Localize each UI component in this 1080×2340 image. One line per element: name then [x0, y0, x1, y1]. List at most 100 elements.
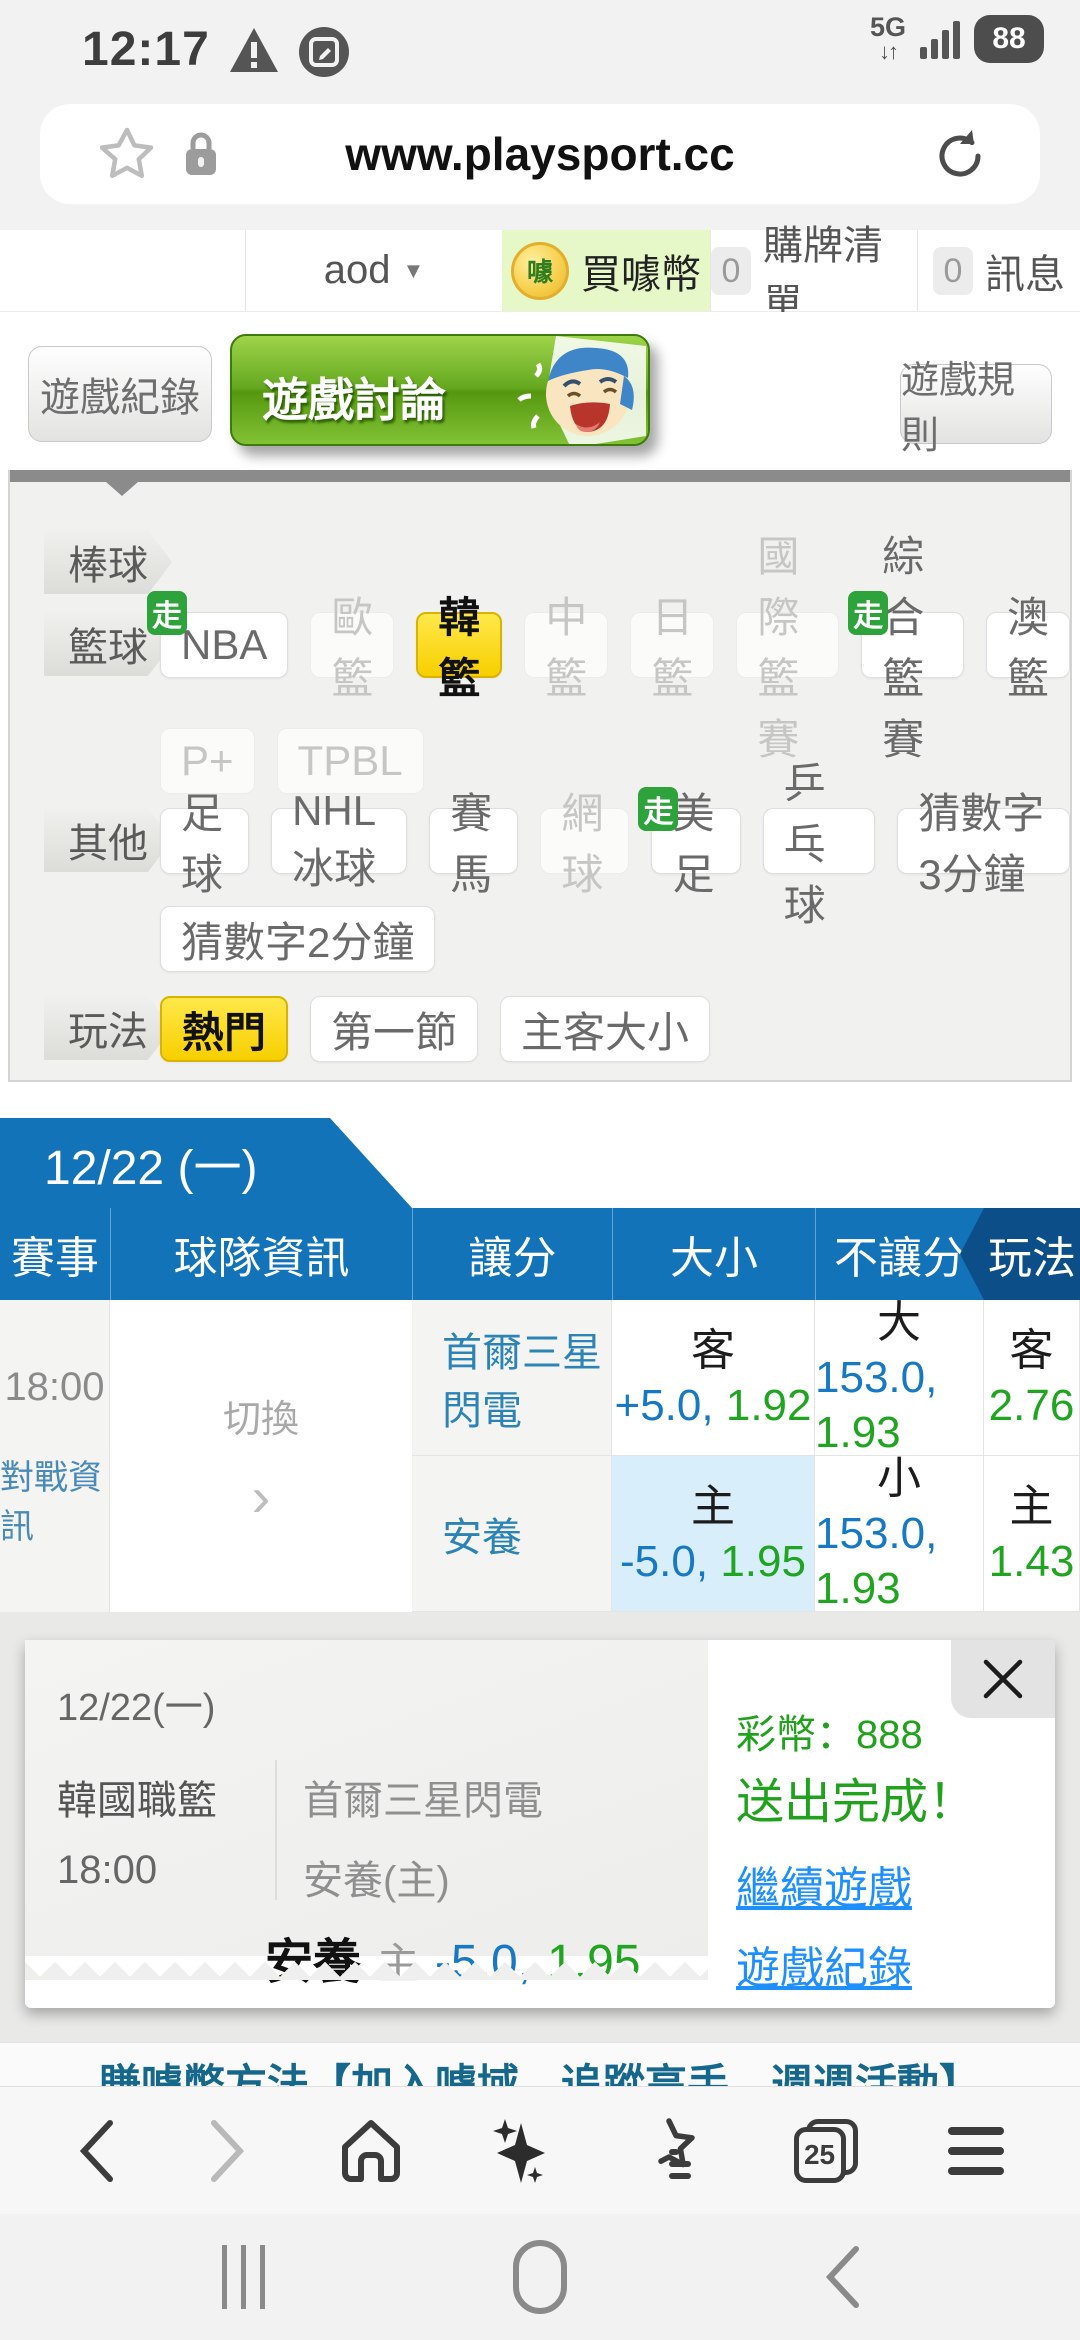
- filter-american-football[interactable]: 走美足: [638, 787, 741, 898]
- filter-tpbl: TPBL: [276, 728, 424, 794]
- total-under-cell[interactable]: 小 153.0, 1.93: [815, 1454, 984, 1613]
- column-header-spread: 讓分: [412, 1208, 612, 1300]
- filter-first-quarter[interactable]: 第一節: [310, 996, 479, 1062]
- coins-balance: 彩幣：888: [736, 1713, 923, 1757]
- game-time: 18:00: [4, 1364, 105, 1409]
- close-button[interactable]: [951, 1640, 1055, 1718]
- laughing-face-illustration: [517, 336, 646, 444]
- status-clock: 12:17: [82, 23, 210, 76]
- game-history-link[interactable]: 遊戲紀錄: [736, 1944, 912, 1993]
- warning-icon: [230, 28, 278, 72]
- column-header-total: 大小: [612, 1208, 815, 1300]
- android-back-button[interactable]: [822, 2245, 862, 2309]
- coin-icon: 噱: [511, 241, 569, 300]
- battery-indicator: 88: [974, 14, 1044, 63]
- refresh-icon[interactable]: [932, 128, 988, 184]
- odds-table-body: 18:00 對戰資訊 首爾三星閃電 客 +5.0, 1.92 大 153.0, …: [0, 1298, 1080, 1613]
- live-walk-badge: 走: [848, 591, 889, 635]
- lock-icon[interactable]: [182, 129, 220, 179]
- odds-table-header: 賽事 球隊資訊 讓分 大小 不讓分 玩法: [0, 1208, 1080, 1300]
- back-button[interactable]: [74, 2117, 118, 2185]
- android-home-button[interactable]: [512, 2239, 568, 2315]
- menu-button[interactable]: [946, 2125, 1006, 2177]
- filter-australia-basketball[interactable]: 澳籃: [985, 594, 1070, 702]
- game-discussion-banner[interactable]: 遊戲討論: [230, 334, 650, 446]
- filter-combined-basketball[interactable]: 走綜合籃賽: [848, 533, 964, 763]
- matchup-info-link[interactable]: 對戰資訊: [0, 1458, 102, 1546]
- bookmarks-button[interactable]: [639, 2117, 705, 2185]
- filter-japan-basketball: 日籃: [630, 594, 715, 702]
- bet-slip-selection: 安養 主 -5.0, 1.95: [265, 1936, 641, 1989]
- network-5g-indicator: 5G ↓↑: [869, 12, 906, 64]
- filter-nba[interactable]: 走 NBA: [147, 591, 289, 678]
- column-header-team-info: 球隊資訊: [110, 1208, 412, 1300]
- filter-guess-number-2min[interactable]: 猜數字2分鐘: [160, 906, 436, 972]
- divider: [275, 1760, 277, 1900]
- filter-label-other[interactable]: 其他: [44, 808, 172, 872]
- live-walk-badge: 走: [638, 787, 679, 831]
- live-walk-badge: 走: [147, 591, 187, 635]
- home-button[interactable]: [339, 2117, 403, 2185]
- filter-soccer[interactable]: 足球: [160, 790, 250, 898]
- account-dropdown[interactable]: aod ▼: [245, 230, 502, 311]
- close-icon: [983, 1659, 1023, 1699]
- sport-filter-panel: 棒球 籃球 走 NBA 歐籃 韓籃 中籃 日籃 國際籃賽 走綜合籃賽 澳籃 P+ …: [8, 470, 1072, 1082]
- filter-table-tennis[interactable]: 乒乓球: [762, 760, 876, 929]
- browser-url-row: www.playsport.cc: [0, 100, 1080, 230]
- switch-play-type-cell[interactable]: 切換 ›: [110, 1300, 412, 1612]
- messages-button[interactable]: 0 訊息: [917, 230, 1080, 311]
- screenshot-icon: [299, 27, 349, 77]
- bet-slip-home-team: 安養(主): [303, 1859, 450, 1903]
- forward-button[interactable]: [206, 2117, 250, 2185]
- bookmark-star-icon[interactable]: [98, 126, 156, 182]
- game-info-cell: 18:00 對戰資訊: [0, 1300, 110, 1612]
- spread-away-cell[interactable]: 客 +5.0, 1.92: [612, 1300, 815, 1456]
- site-header: aod ▼ 噱 買噱幣 0 購牌清單 0 訊息: [0, 224, 1080, 326]
- tab-count: 25: [793, 2126, 846, 2183]
- cart-list-button[interactable]: 0 購牌清單: [710, 224, 917, 326]
- filter-international-basketball: 國際籃賽: [736, 533, 840, 763]
- bet-slip-away-team: 首爾三星閃電: [303, 1779, 543, 1823]
- filter-hot[interactable]: 熱門: [160, 996, 289, 1062]
- url-text[interactable]: www.playsport.cc: [345, 128, 735, 180]
- home-team-cell[interactable]: 安養: [412, 1456, 612, 1612]
- moneyline-home-cell[interactable]: 主 1.43: [984, 1456, 1080, 1612]
- filter-guess-number-3min[interactable]: 猜數字3分鐘: [897, 790, 1071, 898]
- filter-nhl-hockey[interactable]: NHL冰球: [271, 787, 408, 892]
- game-records-button[interactable]: 遊戲紀錄: [28, 346, 212, 442]
- filter-horse-racing[interactable]: 賽馬: [429, 790, 519, 898]
- filter-label-play-type[interactable]: 玩法: [44, 996, 172, 1060]
- url-bar[interactable]: www.playsport.cc: [40, 104, 1040, 204]
- promo-banner-clipped[interactable]: 賺噱幣方法【加入噱域、追蹤高手、週週活動】: [0, 2042, 1080, 2086]
- chevron-down-icon: ▼: [402, 257, 425, 283]
- bet-slip-time: 18:00: [57, 1848, 158, 1892]
- recents-button[interactable]: [222, 2245, 265, 2309]
- spread-home-cell-selected[interactable]: 主 -5.0, 1.95: [612, 1456, 815, 1612]
- moneyline-away-cell[interactable]: 客 2.76: [984, 1300, 1080, 1456]
- buy-coins-button[interactable]: 噱 買噱幣: [502, 230, 710, 311]
- filter-euro-basketball: 歐籃: [310, 594, 395, 702]
- filter-label-baseball[interactable]: 棒球: [44, 530, 172, 594]
- cart-count-badge: 0: [711, 246, 751, 295]
- column-header-play-type: 玩法: [960, 1208, 1080, 1300]
- total-over-cell[interactable]: 大 153.0, 1.93: [815, 1298, 984, 1457]
- chevron-right-icon: ›: [251, 1464, 271, 1528]
- bet-slip-zone: 12/22(一) 韓國職籃 首爾三星閃電 18:00 安養(主) 安養 主 -5…: [0, 1612, 1080, 2042]
- panel-collapse-handle[interactable]: [10, 470, 1070, 496]
- game-rules-button[interactable]: 遊戲規則: [900, 360, 1052, 457]
- continue-game-link[interactable]: 繼續遊戲: [736, 1864, 912, 1913]
- signal-strength-icon: [920, 19, 960, 59]
- filter-home-away-total[interactable]: 主客大小: [500, 996, 711, 1062]
- filter-korean-basketball[interactable]: 韓籃: [416, 594, 503, 702]
- column-header-event: 賽事: [11, 1234, 99, 1283]
- filter-tennis: 網球: [540, 790, 630, 898]
- filter-p-plus: P+: [160, 728, 255, 794]
- tabs-button[interactable]: 25: [793, 2118, 858, 2183]
- bet-slip-league: 韓國職籃: [57, 1779, 217, 1823]
- away-team-cell[interactable]: 首爾三星閃電: [412, 1300, 612, 1456]
- status-bar: 12:17 5G ↓↑ 88: [0, 0, 1080, 100]
- ai-assistant-button[interactable]: [491, 2115, 551, 2187]
- message-count-badge: 0: [933, 246, 973, 295]
- column-header-moneyline: 不讓分: [815, 1208, 984, 1300]
